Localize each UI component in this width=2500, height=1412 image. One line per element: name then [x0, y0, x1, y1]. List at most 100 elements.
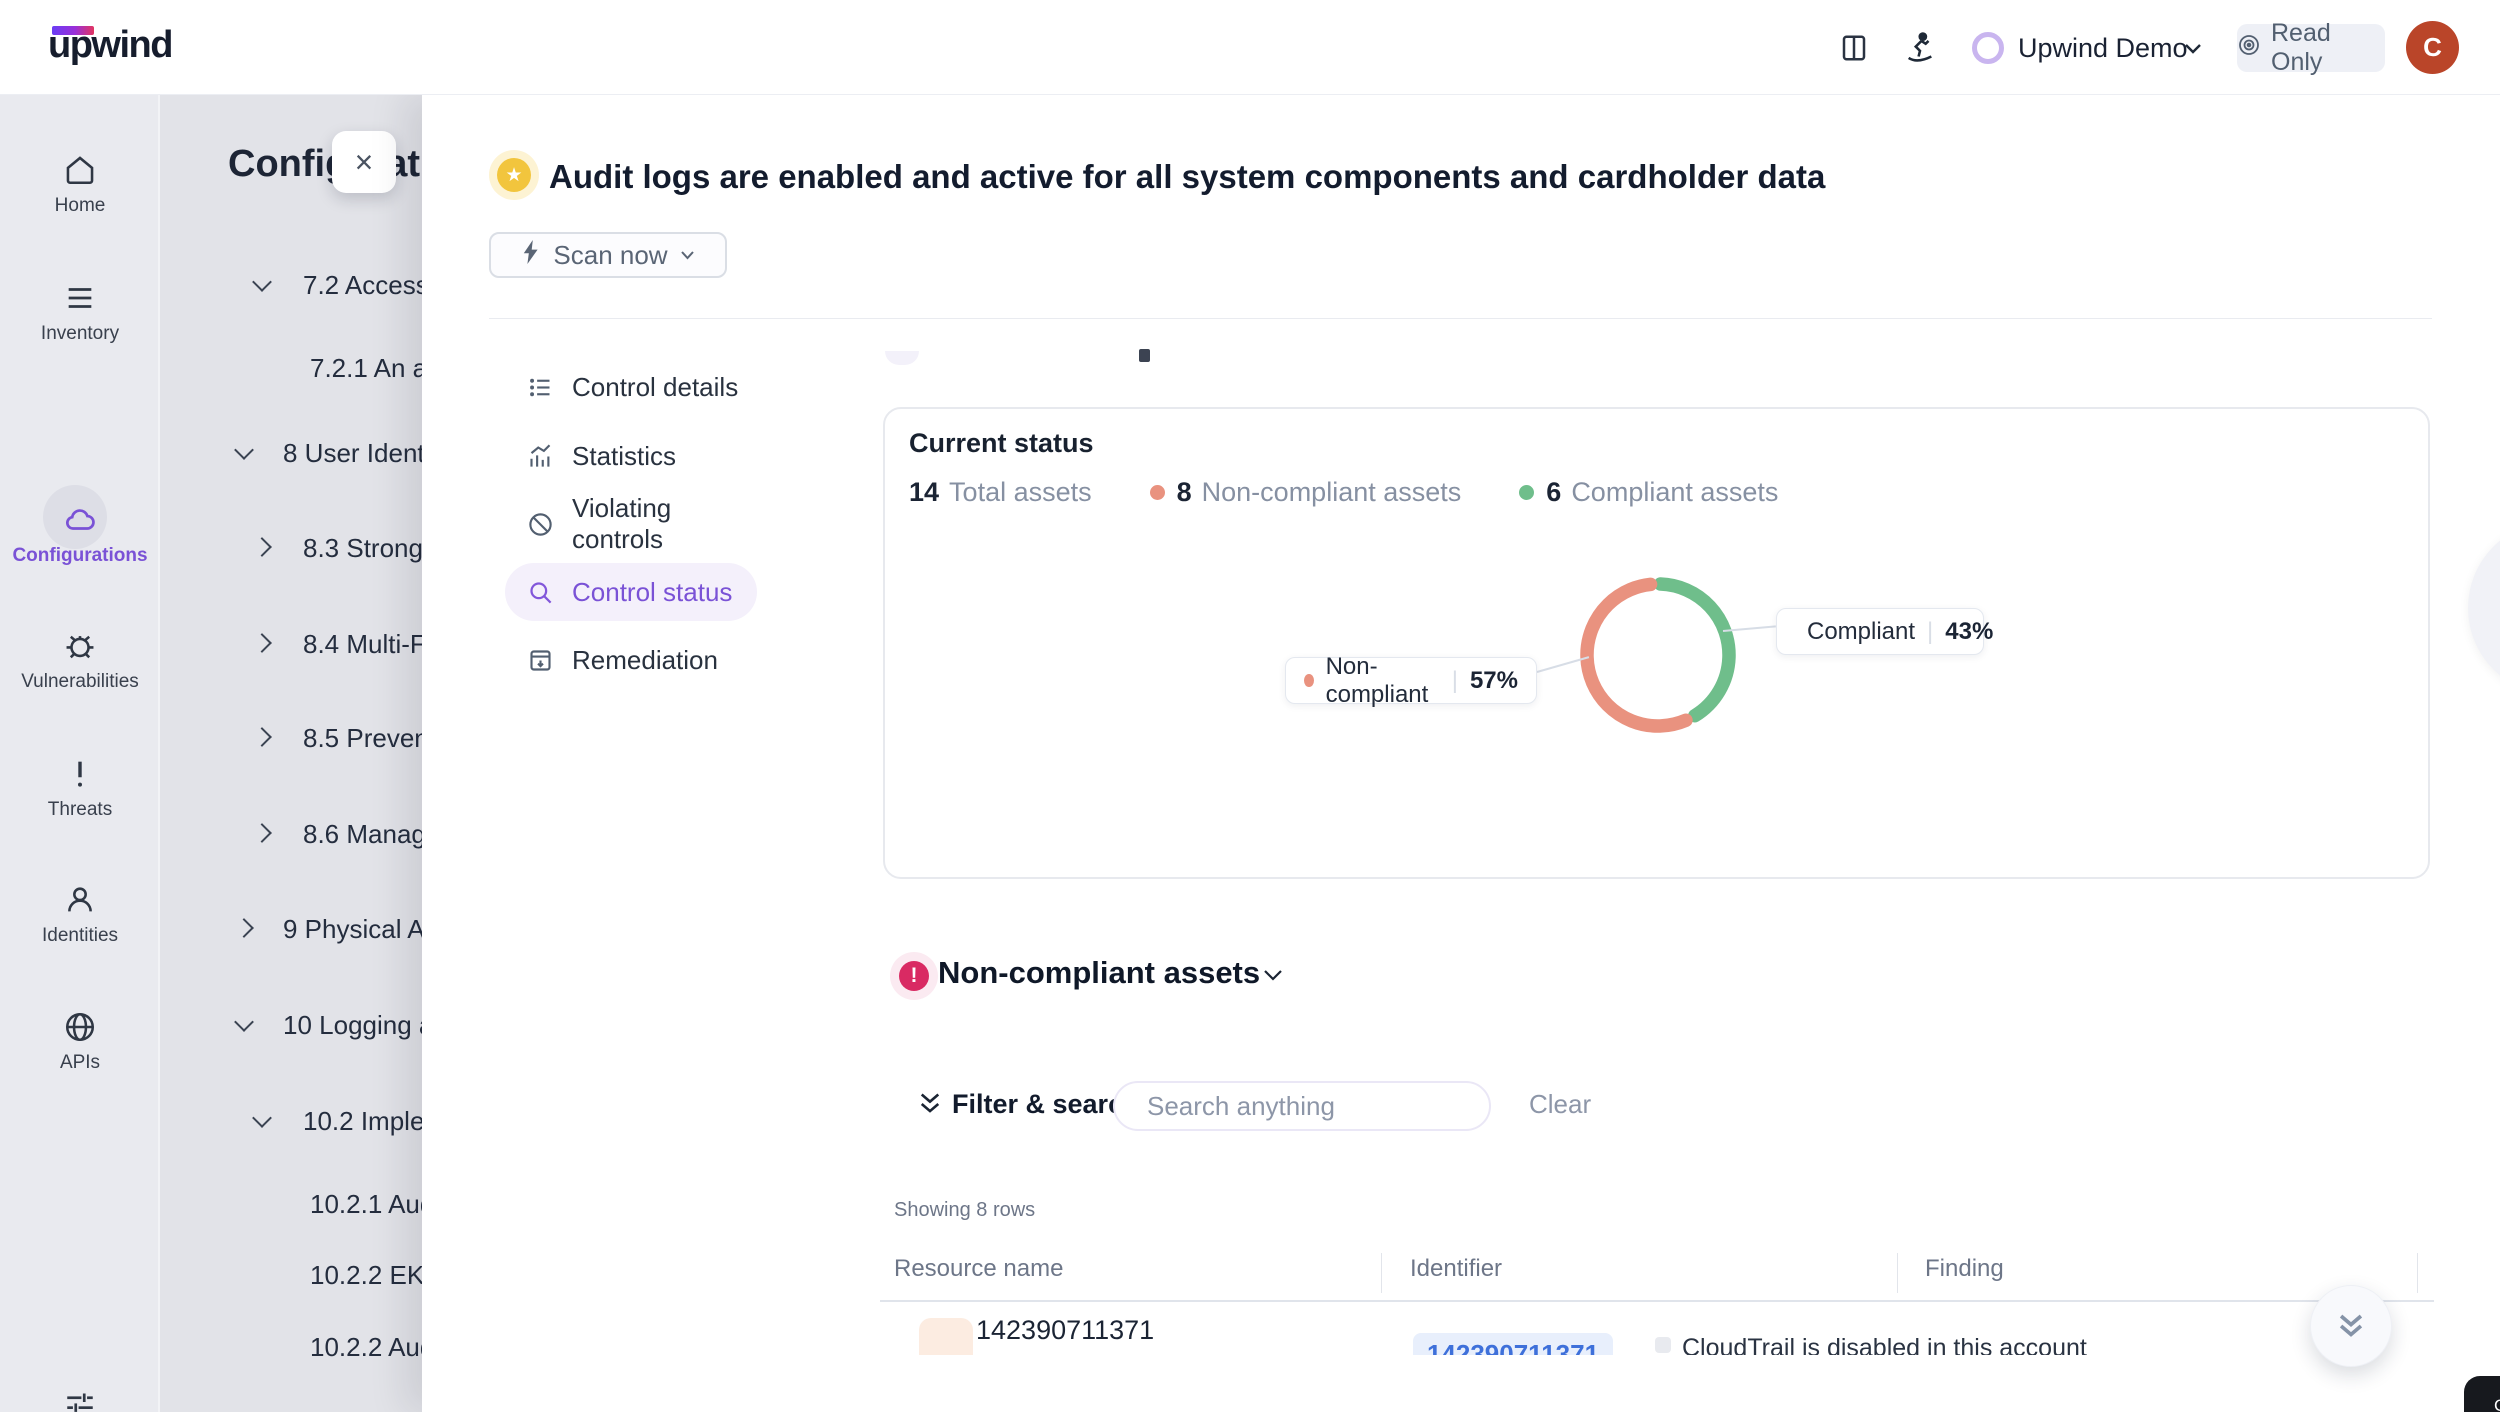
- prohibited-icon: [529, 512, 552, 536]
- cloud-icon: [66, 509, 95, 530]
- tab-violating-controls[interactable]: Violating controls: [505, 493, 757, 554]
- sidebar-item-inventory[interactable]: Inventory: [0, 281, 160, 345]
- finding-icon: [1655, 1337, 1671, 1353]
- section-title: Non-compliant assets: [938, 955, 1261, 990]
- filter-search-toggle[interactable]: Filter & search: [952, 1089, 1140, 1119]
- tree-item[interactable]: 8.3 Strong: [303, 533, 422, 563]
- star-badge-icon: ★: [497, 158, 531, 192]
- tree-item[interactable]: 10.2.2 EKS: [310, 1260, 422, 1290]
- status-summary: 14 Total assets 8 Non-compliant assets 6…: [909, 476, 1778, 508]
- table-header-border: [880, 1300, 2434, 1302]
- tree-item[interactable]: 9 Physical A: [283, 914, 422, 944]
- resource-name-cell: 142390711371: [976, 1315, 1155, 1345]
- upwind-logo: upwind: [48, 24, 173, 66]
- sidebar-item-vulnerabilities[interactable]: Vulnerabilities: [0, 629, 160, 693]
- tab-control-details[interactable]: Control details: [505, 358, 757, 416]
- column-header-identifier[interactable]: Identifier: [1410, 1255, 1503, 1282]
- search-input[interactable]: [1147, 1090, 1482, 1122]
- sidebar-item-identities[interactable]: Identities: [0, 883, 160, 947]
- clear-filters-button[interactable]: Clear: [1529, 1089, 1592, 1119]
- legend-noncompliant: Non-compliant | 57%: [1285, 653, 1537, 708]
- tree-item[interactable]: 10 Logging a: [283, 1010, 422, 1040]
- chevron-right-icon[interactable]: [252, 727, 272, 747]
- chevron-right-icon[interactable]: [252, 537, 272, 557]
- scroll-to-bottom-button[interactable]: [2310, 1285, 2392, 1367]
- row-count-text: Showing 8 rows: [894, 1199, 1036, 1221]
- active-item-halo: [43, 485, 107, 549]
- list-details-icon: [530, 378, 550, 396]
- tree-item[interactable]: 8 User Identi: [283, 438, 422, 468]
- chevron-down-icon[interactable]: [2182, 40, 2204, 61]
- close-panel-button[interactable]: ×: [332, 131, 396, 193]
- total-assets-value: 14: [909, 476, 940, 507]
- legend-compliant: Compliant | 43%: [1776, 608, 1993, 655]
- column-header-finding[interactable]: Finding: [1925, 1255, 2004, 1282]
- sidebar-item-settings[interactable]: Settings: [0, 1385, 160, 1412]
- scrolled-fragment-dot: [1139, 349, 1150, 362]
- assets-table: Showing 8 rows Resource name Identifier …: [880, 1195, 2434, 1355]
- sidebar-item-home[interactable]: Home: [0, 153, 160, 217]
- tree-item[interactable]: 8.4 Multi-Fa: [303, 629, 422, 659]
- tree-item[interactable]: 10.2 Impler: [303, 1106, 422, 1136]
- compliance-donut-chart: [1570, 567, 1746, 743]
- chevron-down-icon[interactable]: [252, 272, 272, 292]
- total-assets-label: Total assets: [949, 476, 1092, 507]
- tree-item[interactable]: 8.5 Prevent: [303, 723, 422, 753]
- aws-account-icon: [919, 1318, 973, 1355]
- logo-gradient-bar: [52, 26, 94, 35]
- current-status-card: [883, 407, 2430, 879]
- top-bar: upwind Upwind Demo Read Only C: [0, 0, 2500, 95]
- chevron-down-icon[interactable]: [234, 1012, 254, 1032]
- org-switcher[interactable]: Upwind Demo: [2018, 33, 2188, 63]
- legend-dot: [1304, 674, 1314, 687]
- tree-item[interactable]: 10.2.2 Aud: [310, 1332, 422, 1362]
- sidebar-item-threats[interactable]: Threats: [0, 755, 160, 821]
- control-detail-panel: ★ Audit logs are enabled and active for …: [422, 95, 2500, 1412]
- chevron-right-icon[interactable]: [252, 633, 272, 653]
- chat-widget[interactable]: C: [2464, 1376, 2500, 1412]
- split-view-icon[interactable]: [1836, 30, 1872, 66]
- tree-item[interactable]: 8.6 Manage: [303, 819, 422, 849]
- bolt-icon: [521, 239, 541, 271]
- noncompliant-dot: [1149, 484, 1165, 500]
- tree-item[interactable]: 7.2 Access: [303, 270, 422, 300]
- compliant-value: 6: [1546, 476, 1562, 507]
- tree-item[interactable]: 7.2.1 An ac: [310, 353, 422, 383]
- user-avatar[interactable]: C: [2406, 21, 2459, 74]
- tab-control-status[interactable]: Control status: [505, 563, 757, 621]
- list-icon: [68, 288, 92, 308]
- column-divider: [1381, 1253, 1382, 1293]
- column-header-resource[interactable]: Resource name: [894, 1255, 1064, 1282]
- tree-item[interactable]: 10.2.1 Aud: [310, 1189, 422, 1219]
- noncompliant-label: Non-compliant assets: [1201, 476, 1462, 507]
- status-card-title: Current status: [909, 428, 1094, 458]
- chevron-down-icon[interactable]: [252, 1108, 272, 1128]
- sidebar-item-apis[interactable]: APIs: [0, 1010, 160, 1074]
- tab-statistics[interactable]: Statistics: [505, 427, 757, 485]
- double-chevron-down-icon[interactable]: [918, 1091, 942, 1122]
- column-divider: [2417, 1253, 2418, 1293]
- alert-circle-icon: !: [899, 961, 929, 991]
- sidebar-rail: Home Inventory Configurations Vulnerabil…: [0, 95, 160, 1412]
- home-icon: [66, 156, 94, 185]
- noncompliant-pct: 57%: [1469, 666, 1518, 694]
- chevron-down-icon[interactable]: [234, 440, 254, 460]
- donut-slice-non-compliant: [1580, 577, 1736, 733]
- scan-now-button[interactable]: Scan now: [489, 232, 727, 278]
- finding-cell: CloudTrail is disabled in this account: [1682, 1334, 2087, 1355]
- noncompliant-value: 8: [1176, 476, 1192, 507]
- sidebar-item-configurations[interactable]: Configurations: [0, 503, 160, 567]
- remediation-box-icon: [530, 649, 551, 671]
- chevron-right-icon[interactable]: [234, 918, 254, 938]
- compliant-label: Compliant assets: [1571, 476, 1779, 507]
- chevron-right-icon[interactable]: [252, 823, 272, 843]
- search-box: [1113, 1081, 1491, 1131]
- double-chevron-down-icon: [2339, 1314, 2363, 1337]
- tab-remediation[interactable]: Remediation: [505, 631, 757, 689]
- read-only-badge[interactable]: Read Only: [2237, 19, 2385, 76]
- product-tour-icon[interactable]: [1902, 30, 1938, 66]
- identifier-link[interactable]: 142390711371: [1413, 1333, 1613, 1355]
- read-only-label: Read Only: [2271, 19, 2331, 76]
- section-chevron-down-icon[interactable]: [1262, 967, 1284, 988]
